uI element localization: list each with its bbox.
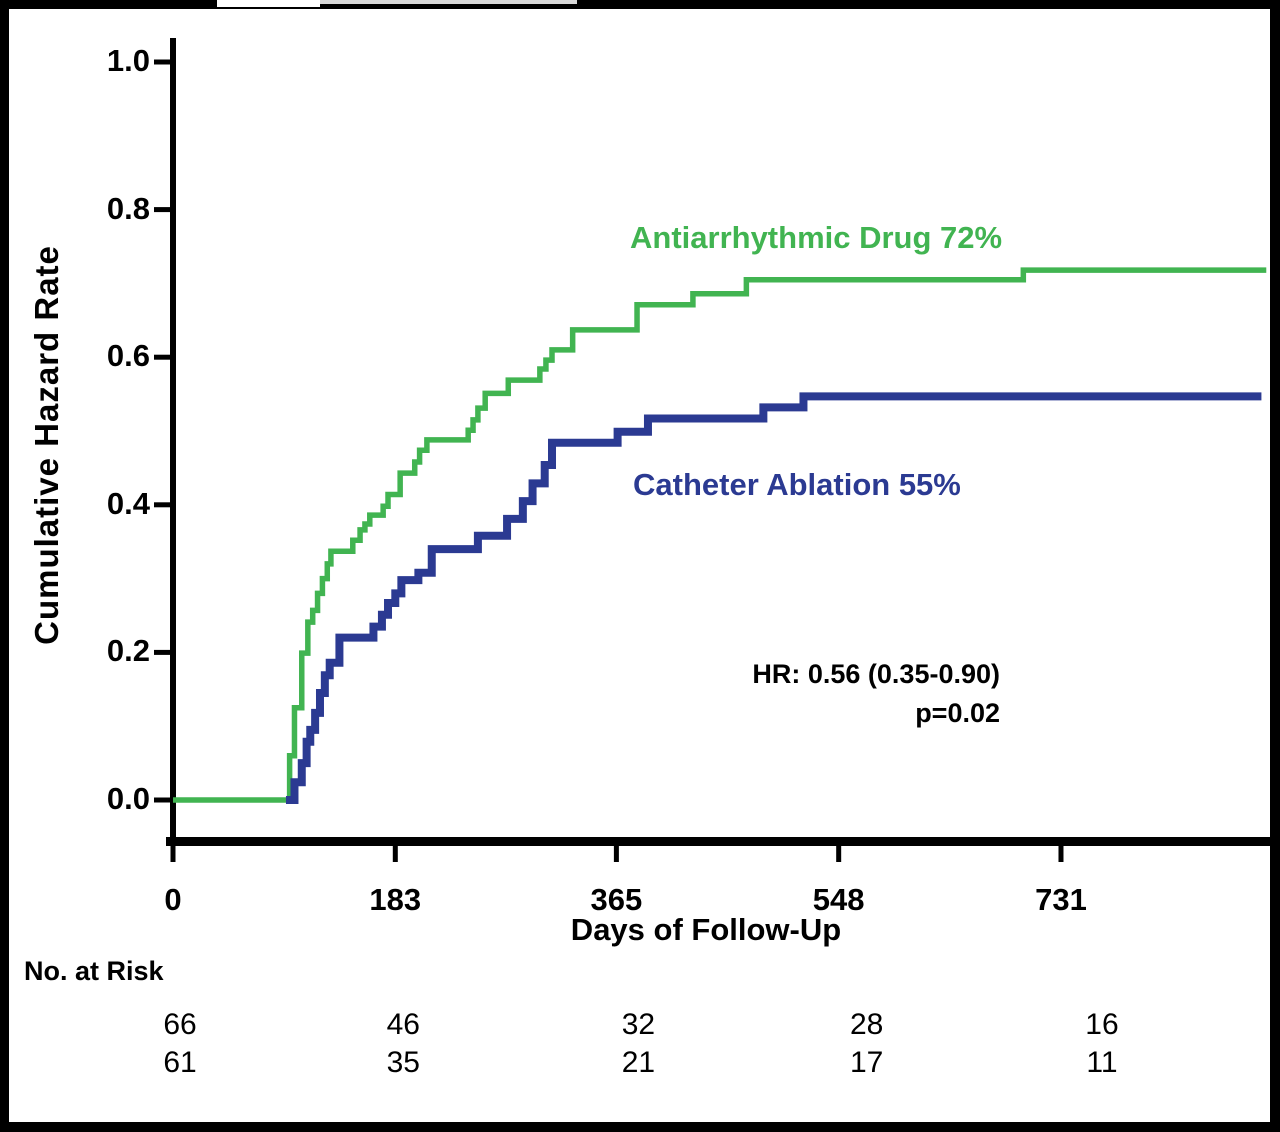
risk-cell: 21 (621, 1046, 656, 1079)
frame-notch-faint (320, 0, 577, 4)
x-tick-mark (392, 846, 398, 862)
risk-cell: 16 (1085, 1008, 1119, 1041)
curve-catheter-ablation (285, 392, 1262, 804)
frame-top (0, 0, 1280, 9)
frame-left (0, 0, 9, 1132)
x-tick-label: 548 (812, 882, 865, 917)
risk-table-header: No. at Risk (24, 956, 164, 986)
y-tick-mark (154, 502, 170, 508)
risk-cell: 66 (163, 1008, 197, 1041)
y-tick-mark (154, 354, 170, 360)
hazard-ratio-annotation: HR: 0.56 (0.35-0.90) (752, 659, 1000, 689)
x-tick-label: 731 (1035, 882, 1087, 917)
x-tick-mark (170, 846, 176, 862)
y-tick-label: 1.0 (106, 43, 150, 78)
x-tick-mark (836, 846, 842, 862)
series-label-antiarrhythmic: Antiarrhythmic Drug 72% (630, 220, 1003, 255)
risk-cell: 11 (1086, 1046, 1118, 1079)
y-tick-label: 0.4 (106, 485, 150, 521)
x-tick-mark (1058, 846, 1064, 862)
x-axis-title: Days of Follow-Up (570, 912, 842, 947)
risk-cell: 61 (163, 1046, 197, 1079)
y-tick-label: 0.2 (106, 633, 150, 669)
x-tick-label: 0 (164, 882, 182, 917)
x-tick-label: 183 (369, 882, 422, 917)
y-axis-line (170, 38, 176, 846)
x-axis-line (166, 837, 1272, 846)
risk-cell: 17 (849, 1046, 884, 1079)
y-tick-label: 0.6 (106, 338, 150, 374)
y-axis-title: Cumulative Hazard Rate (28, 245, 65, 645)
risk-cell: 28 (849, 1008, 884, 1041)
x-tick-label: 365 (590, 882, 643, 917)
y-tick-label: 0.8 (106, 190, 150, 226)
y-tick-mark (154, 649, 170, 655)
y-tick-mark (154, 207, 170, 213)
risk-cell: 32 (621, 1008, 656, 1041)
frame-bottom (0, 1122, 1280, 1132)
y-tick-mark (154, 59, 170, 65)
risk-cell: 35 (386, 1046, 420, 1079)
x-tick-mark (613, 846, 619, 862)
y-tick-mark (154, 797, 170, 803)
y-tick-label: 0.0 (106, 781, 150, 816)
p-value-annotation: p=0.02 (915, 698, 1000, 728)
risk-cell: 46 (386, 1008, 420, 1041)
frame-notch (217, 0, 320, 7)
frame-right (1270, 0, 1280, 1132)
series-label-catheter: Catheter Ablation 55% (633, 467, 961, 502)
